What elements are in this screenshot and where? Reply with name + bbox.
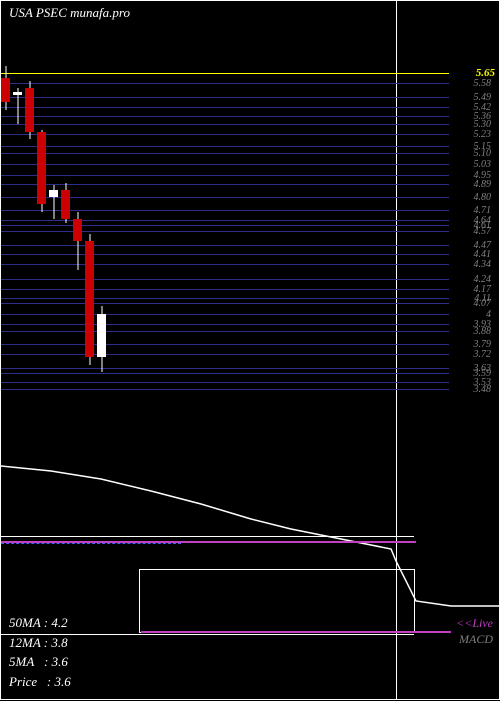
- price-label: 3.48: [474, 384, 492, 395]
- candle: [61, 1, 70, 701]
- candle: [13, 1, 22, 701]
- price-label: 5.23: [474, 129, 492, 140]
- legend-5ma: 5MA : 3.6: [9, 652, 71, 672]
- signal-line: [1, 543, 181, 544]
- price-label: 5.03: [474, 159, 492, 170]
- panel-rule: [1, 536, 414, 537]
- candle: [97, 1, 106, 701]
- live-label: <<Live: [456, 616, 493, 631]
- macd-label: MACD: [459, 632, 493, 647]
- price-label: 4.89: [474, 179, 492, 190]
- price-label: 4.34: [474, 259, 492, 270]
- candle: [73, 1, 82, 701]
- candle: [85, 1, 94, 701]
- price-label: 3.72: [474, 349, 492, 360]
- price-axis-labels: 5.585.495.425.365.305.235.155.105.034.95…: [451, 59, 495, 404]
- candle: [49, 1, 58, 701]
- legend-price: Price : 3.6: [9, 672, 71, 692]
- indicator-box: [139, 569, 415, 633]
- price-label: 4.80: [474, 192, 492, 203]
- candle: [37, 1, 46, 701]
- price-label: 4.57: [474, 226, 492, 237]
- stock-chart: USA PSEC munafa.pro 5.65 5.585.495.425.3…: [0, 0, 500, 700]
- price-label: 5.58: [474, 78, 492, 89]
- candle: [25, 1, 34, 701]
- legend-12ma: 12MA : 3.8: [9, 633, 71, 653]
- legend-50ma: 50MA : 4.2: [9, 613, 71, 633]
- price-label: 3.88: [474, 326, 492, 337]
- candle: [1, 1, 10, 701]
- macd-line: [141, 631, 451, 633]
- legend: 50MA : 4.2 12MA : 3.8 5MA : 3.6 Price : …: [9, 613, 71, 691]
